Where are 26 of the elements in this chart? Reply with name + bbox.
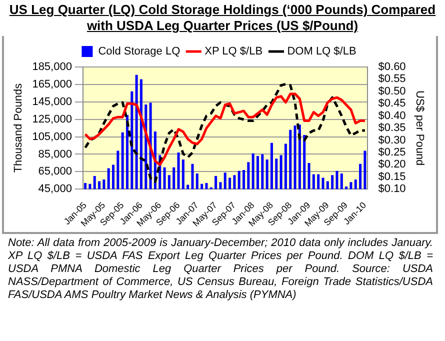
y2-tick-label: $0.35 [378, 122, 406, 134]
y2-tick-label: $0.50 [378, 85, 406, 98]
y2-tick-label: $0.15 [378, 170, 406, 183]
y-tick-label: 85,000 [38, 148, 72, 160]
y2-tick-label: $0.10 [378, 183, 406, 196]
y2-tick-label: $0.40 [378, 110, 406, 122]
y2-tick-label: $0.25 [378, 146, 406, 159]
y2-tick-label: $0.30 [378, 134, 406, 146]
y-tick-label: 165,000 [32, 78, 72, 90]
y2-tick-label: $0.60 [378, 61, 406, 74]
legend-label: Cold Storage LQ [98, 46, 181, 58]
text: Note: All data from 2005-2009 is January-December; 2010 data only includes January. XP LQ $/LB = USDA FAS Export Leg Quarter Prices per Pound. DOM LQ $/LB = USDA PMNA Domestic Leg Quarter Prices per Pound. Source: USDA NASS/Department of Commerce, US Census Bureau, Foreign Trade Statistics/USDA FAS/USDA AMS Poultry Market News & Analysis (PYMNA) [8, 237, 433, 302]
chart-title: US Leg Quarter (LQ) Cold Storage Holdings (‘000 Pounds) Compared with USDA Leg Quarter Prices (US $/Pound) [8, 2, 437, 34]
legend-label: DOM LQ $/LB [287, 46, 356, 58]
y2-axis-title: US$ per Pound [413, 90, 426, 166]
y-tick-label: 105,000 [32, 130, 72, 143]
y-tick-label: 145,000 [32, 96, 72, 108]
legend-label: XP LQ $/LB [204, 46, 263, 58]
y-tick-label: 45,000 [38, 183, 72, 196]
y2-tick-label: $0.20 [378, 158, 406, 171]
y-tick-label: 65,000 [38, 166, 72, 178]
y2-tick-label: $0.45 [378, 98, 406, 110]
y-axis-title: Thousand Pounds [12, 82, 25, 173]
y2-tick-label: $0.55 [378, 73, 406, 86]
y-tick-label: 125,000 [32, 113, 72, 126]
y-tick-label: 185,000 [32, 61, 72, 74]
